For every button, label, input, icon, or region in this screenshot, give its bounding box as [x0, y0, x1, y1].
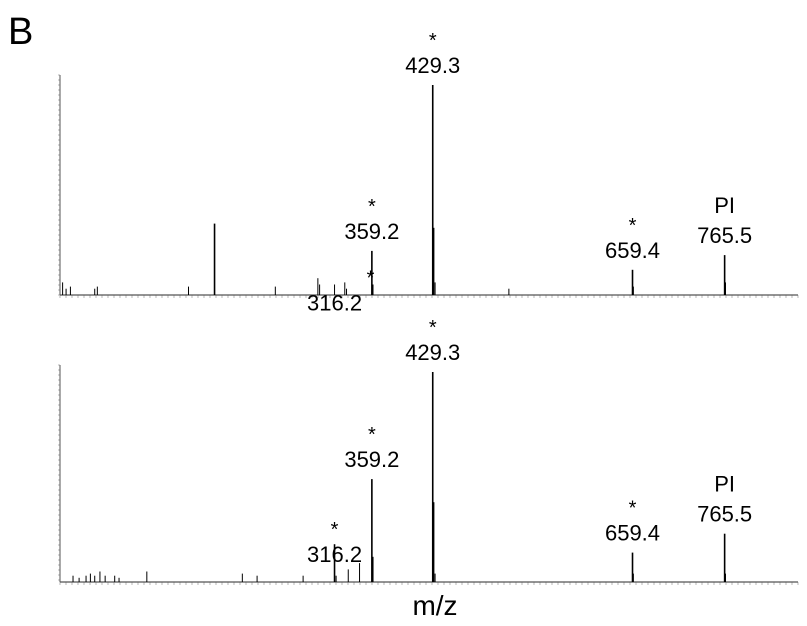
top-axis-ticks	[58, 74, 799, 298]
x-axis-label: m/z	[412, 590, 457, 621]
top-peak-labels: 316.2*359.2*429.3*659.4* 765.5PI	[307, 30, 752, 316]
bottom-axis-ticks	[58, 364, 799, 585]
significance-star: *	[367, 268, 375, 290]
spectrum-bottom: 316.2*359.2*429.3*659.4* 765.5PI	[58, 317, 799, 585]
spectrum-top: 316.2*359.2*429.3*659.4* 765.5PI	[58, 30, 799, 316]
bottom-peak-labels: 316.2*359.2*429.3*659.4* 765.5PI	[307, 317, 752, 567]
panel-letter: B	[8, 11, 33, 53]
peak-label: 316.2	[307, 291, 362, 316]
significance-star: *	[429, 30, 437, 52]
peak-prefix-label: PI	[714, 472, 735, 497]
significance-star: *	[368, 424, 376, 446]
peak-label: 429.3	[405, 53, 460, 78]
significance-star: *	[629, 215, 637, 237]
significance-star: *	[429, 317, 437, 339]
significance-star: *	[331, 519, 339, 541]
significance-star: *	[368, 196, 376, 218]
bottom-peaks	[72, 372, 727, 582]
peak-prefix-label: PI	[714, 193, 735, 218]
peak-label: 359.2	[344, 447, 399, 472]
significance-star: *	[629, 498, 637, 520]
peak-label: 659.4	[605, 238, 660, 263]
peak-label: 765.5	[697, 502, 752, 527]
peak-label: 659.4	[605, 521, 660, 546]
peak-label: 359.2	[344, 219, 399, 244]
top-peaks	[62, 85, 727, 295]
peak-label: 429.3	[405, 340, 460, 365]
peak-label: 765.5	[697, 223, 752, 248]
peak-label: 316.2	[307, 542, 362, 567]
